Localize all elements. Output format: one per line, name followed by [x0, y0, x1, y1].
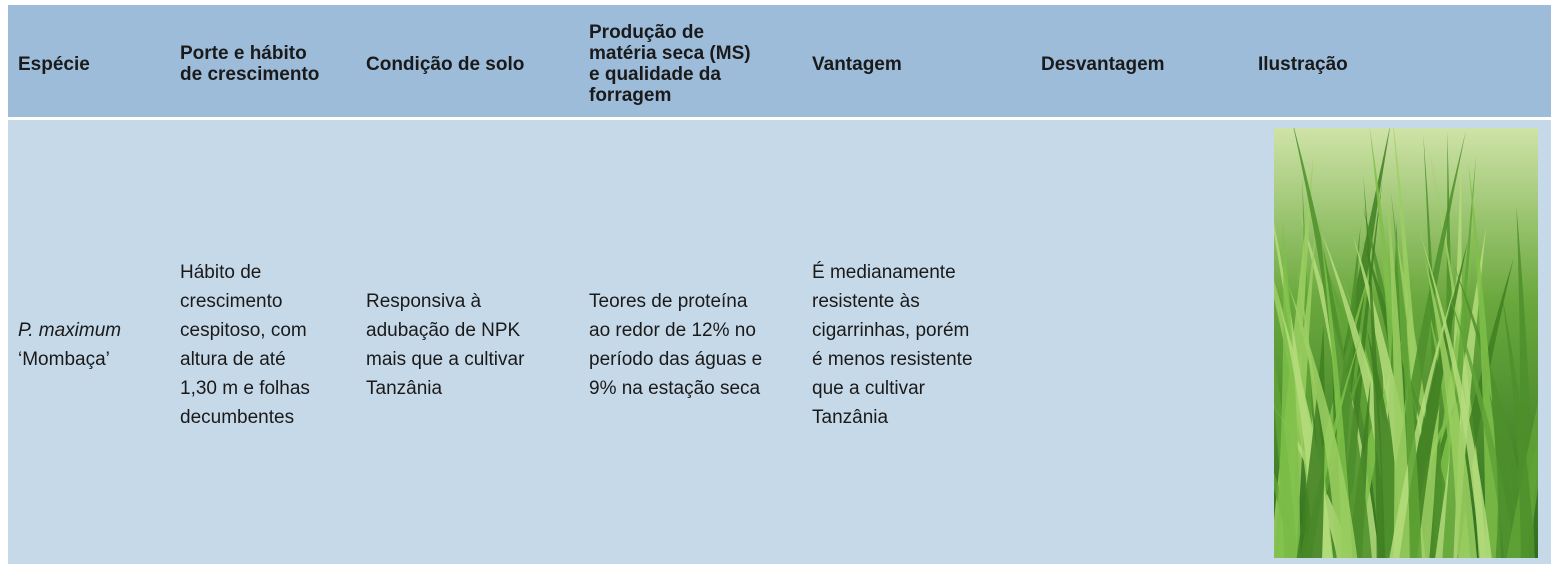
leaf: [1489, 392, 1521, 558]
text-line: Porte e hábito: [180, 43, 307, 64]
leaf: [1390, 191, 1422, 558]
text-line: cespitoso, com: [180, 320, 307, 341]
text-line: Condição de solo: [366, 53, 525, 75]
text-line: Espécie: [18, 53, 90, 75]
header-cell: Desvantagem: [1041, 54, 1165, 75]
text-line: período das águas e: [589, 349, 763, 370]
text-line: decumbentes: [180, 407, 295, 428]
text-line: matéria seca (MS): [589, 43, 751, 64]
leaf: [1274, 406, 1352, 558]
text-line: Teores de proteína: [589, 291, 748, 312]
text-line: é menos resistente: [812, 349, 973, 370]
text-line: ‘Mombaça’: [18, 349, 110, 370]
leaf: [1386, 183, 1411, 558]
text-line: Tanzânia: [366, 378, 443, 399]
header-cell: Ilustração: [1258, 54, 1348, 75]
leaf: [1274, 218, 1301, 558]
text-line: Tanzânia: [812, 407, 889, 428]
leaf: [1389, 274, 1459, 558]
leaf: [1406, 404, 1440, 558]
text-line: mais que a cultivar: [366, 349, 525, 370]
leaf: [1423, 133, 1444, 558]
text-line: cigarrinhas, porém: [812, 320, 970, 341]
text-line: Vantagem: [812, 53, 902, 75]
header-band: [8, 5, 1551, 117]
leaf: [1296, 325, 1325, 558]
text-line: forragem: [589, 85, 672, 106]
text-line: crescimento: [180, 291, 283, 312]
text-line: que a cultivar: [812, 378, 926, 399]
leaf: [1288, 283, 1358, 558]
text-line: e qualidade da: [589, 64, 721, 85]
leaf: [1424, 255, 1478, 558]
header-cell: Porte e hábito de crescimento: [180, 43, 319, 85]
leaf: [1318, 213, 1353, 558]
text-line: 9% na estação seca: [589, 378, 761, 399]
header-cell: Vantagem: [812, 54, 902, 75]
illustration: [1274, 128, 1538, 558]
text-line: Produção de: [589, 22, 705, 43]
body-cell: Teores de proteína ao redor de 12% no perí…: [589, 287, 762, 403]
text-line: Responsiva à: [366, 291, 482, 312]
leaf: [1443, 278, 1516, 558]
header-cell: Espécie: [18, 54, 90, 75]
header-cell: Produção de matéria seca (MS) e qualidade …: [589, 22, 751, 106]
text-line: Ilustração: [1258, 53, 1348, 75]
text-line: altura de até: [180, 349, 286, 370]
header-cell: Condição de solo: [366, 54, 524, 75]
text-line: resistente às: [812, 291, 920, 312]
body-cell: Hábito de crescimento cespitoso, com altura…: [180, 258, 310, 432]
body-cell: É medianamente resistente às cigarrinhas, …: [812, 258, 973, 432]
leaf: [1501, 290, 1535, 558]
text-line: Desvantagem: [1041, 53, 1165, 75]
text-line: 1,30 m e folhas: [180, 378, 310, 399]
text-line: É medianamente: [812, 262, 956, 283]
text-line: Hábito de: [180, 262, 262, 283]
text-line: P. maximum: [18, 320, 122, 341]
text-line: adubação de NPK: [366, 320, 521, 341]
body-cell: Responsiva à adubação de NPK mais que a cu…: [366, 287, 524, 403]
text-line: ao redor de 12% no: [589, 320, 756, 341]
text-line: de crescimento: [180, 64, 320, 85]
body-cell: P. maximum ‘Mombaça’: [18, 316, 121, 374]
leaf: [1419, 231, 1492, 558]
leaf: [1363, 174, 1386, 558]
leaf: [1442, 154, 1477, 558]
leaf: [1452, 262, 1535, 558]
